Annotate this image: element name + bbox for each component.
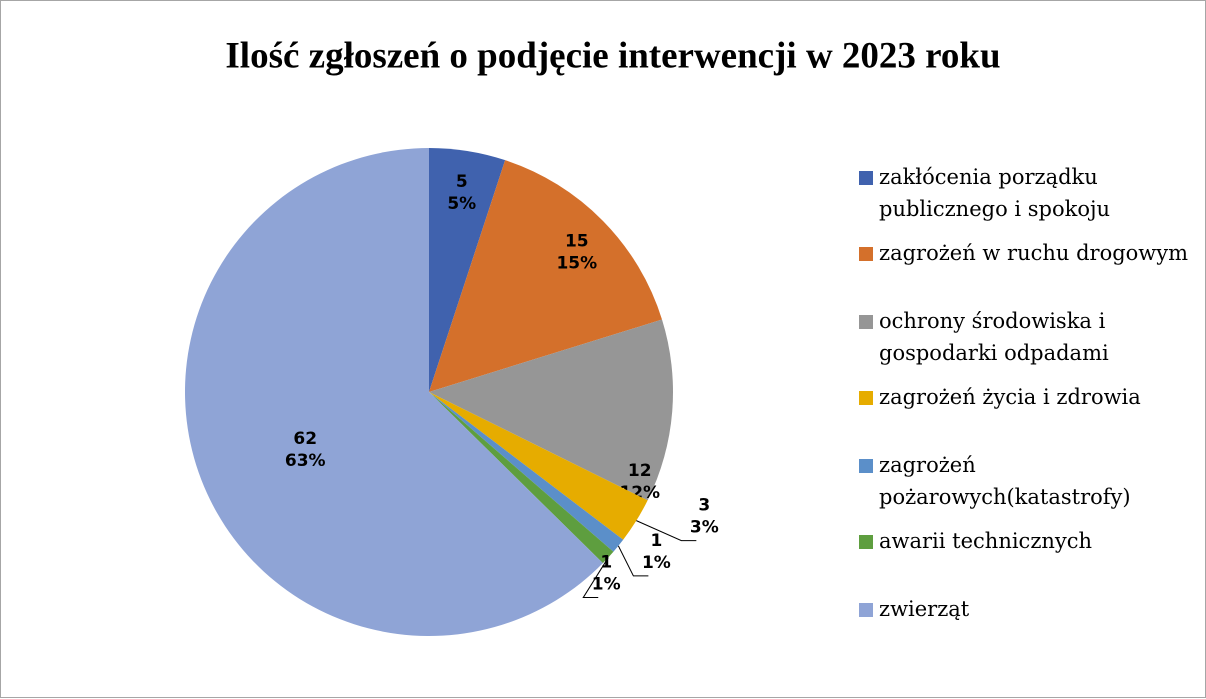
data-label: 1 [600, 553, 612, 573]
data-label: 15 [565, 232, 589, 252]
pie-slice [429, 392, 648, 540]
leader-line [582, 557, 609, 599]
data-label: 5 [456, 172, 468, 192]
pie-slice [184, 148, 603, 636]
pie-slice [429, 148, 506, 392]
data-label: 1 [650, 531, 662, 551]
legend-item: zagrożeń w ruchu drogowym [859, 237, 1204, 293]
legend-swatch [859, 315, 873, 329]
legend-swatch [859, 247, 873, 261]
data-label-percent: 15% [556, 254, 597, 274]
legend-item: awarii technicznych [859, 525, 1204, 581]
legend-item: zwierząt [859, 593, 1204, 649]
legend-item: zagrożeń pożarowych(katastrofy) [859, 449, 1204, 513]
data-label: 62 [293, 429, 317, 449]
data-label-percent: 3% [690, 518, 719, 538]
legend-label: zagrożeń życia i zdrowia [879, 385, 1141, 409]
legend-item: zagrożeń życia i zdrowia [859, 381, 1204, 437]
pie-slice [429, 319, 673, 501]
pie-slice [429, 160, 662, 392]
legend-label: ochrony środowiska i gospodarki odpadami [879, 309, 1109, 365]
pie-slice [429, 392, 614, 564]
legend-item: zakłócenia porządku publicznego i spokoj… [859, 161, 1204, 225]
legend-label: zagrożeń pożarowych(katastrofy) [879, 453, 1131, 509]
legend: zakłócenia porządku publicznego i spokoj… [859, 161, 1204, 661]
legend-swatch [859, 391, 873, 405]
legend-swatch [859, 603, 873, 617]
data-label: 3 [698, 496, 710, 516]
data-label-percent: 1% [642, 553, 671, 573]
chart-title: Ilość zgłoszeń o podjęcie interwencji w … [225, 35, 1000, 76]
legend-label: zagrożeń w ruchu drogowym [879, 241, 1189, 265]
legend-swatch [859, 535, 873, 549]
data-label-percent: 5% [447, 194, 476, 214]
pie-slice [429, 392, 624, 552]
legend-label: awarii technicznych [879, 529, 1093, 553]
legend-item: ochrony środowiska i gospodarki odpadami [859, 305, 1204, 369]
legend-label: zakłócenia porządku publicznego i spokoj… [879, 165, 1111, 221]
leader-line [617, 545, 649, 577]
data-label-percent: 63% [285, 451, 326, 471]
leader-line [636, 520, 697, 542]
data-label-percent: 1% [592, 575, 621, 595]
legend-swatch [859, 171, 873, 185]
legend-label: zwierząt [879, 597, 970, 621]
data-label: 12 [628, 461, 652, 481]
legend-swatch [859, 459, 873, 473]
